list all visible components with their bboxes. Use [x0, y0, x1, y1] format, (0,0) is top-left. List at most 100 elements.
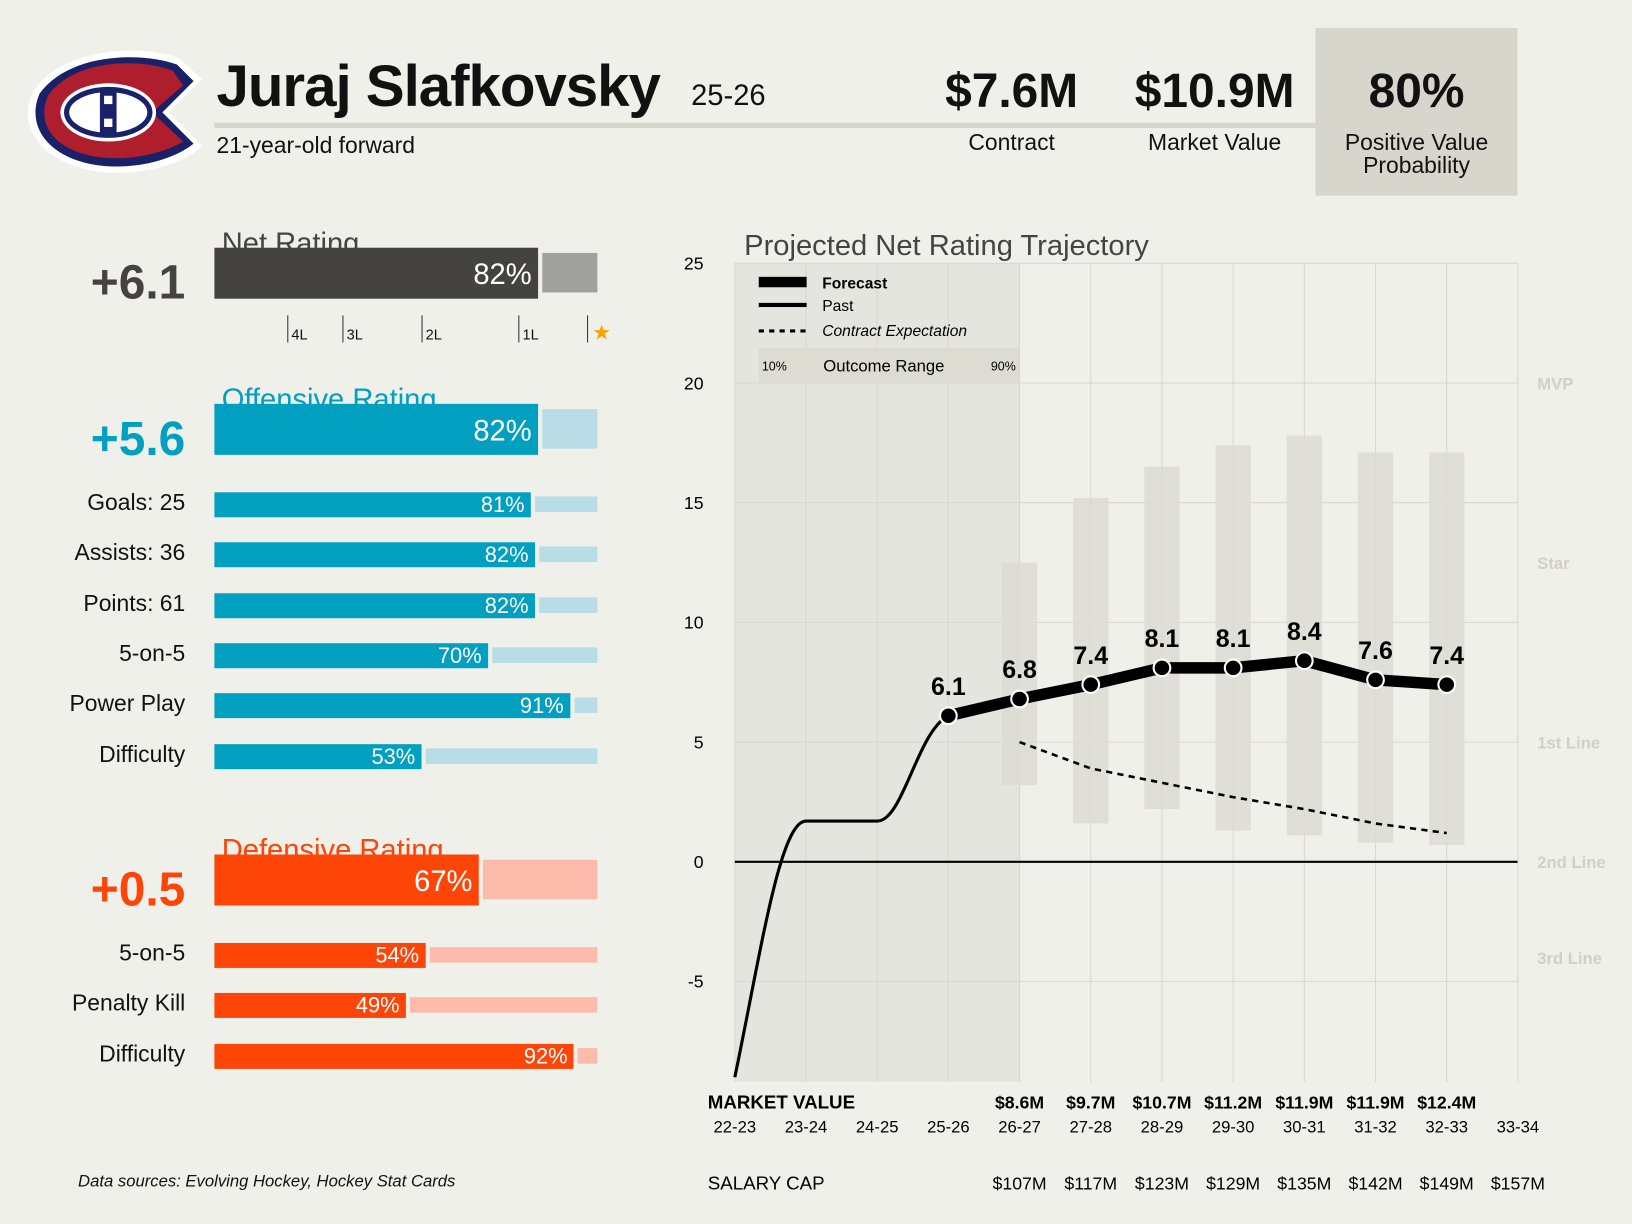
data-sources: Data sources: Evolving Hockey, Hockey St… — [78, 1172, 456, 1191]
legend-forecast: Forecast — [822, 275, 887, 292]
salary-cap: $149M — [1420, 1174, 1474, 1194]
salary-cap: $142M — [1348, 1174, 1402, 1194]
tier-label: 1st Line — [1537, 733, 1600, 752]
contract-label: Contract — [968, 129, 1055, 156]
contract-value: $7.6M — [945, 63, 1079, 118]
defense-bar: 67% — [214, 854, 479, 906]
forecast-label: 7.4 — [1073, 642, 1108, 670]
x-tick-label: 27-28 — [1069, 1117, 1112, 1136]
stat-label: Goals: 25 — [87, 489, 186, 516]
legend-past-swatch — [758, 302, 807, 308]
market-value: $12.4M — [1417, 1092, 1476, 1112]
market-value: $8.6M — [995, 1092, 1044, 1112]
y-tick-label: 20 — [684, 373, 704, 393]
x-tick-label: 26-27 — [998, 1117, 1041, 1136]
pvp-value: 80% — [1368, 63, 1465, 118]
forecast-label: 6.8 — [1002, 656, 1037, 684]
defense-value: +0.5 — [90, 861, 186, 916]
stat-label: Penalty Kill — [71, 990, 186, 1017]
stat-bar-remainder — [425, 747, 598, 764]
market-value-stat: $10.9M Market Value — [1121, 62, 1308, 154]
forecast-point — [939, 706, 958, 726]
forecast-point — [1010, 689, 1029, 709]
forecast-point — [1081, 675, 1101, 695]
x-tick-label: 22-23 — [714, 1117, 757, 1136]
outcome-range-bar — [1357, 452, 1394, 843]
player-subtitle: 21-year-old forward — [216, 132, 416, 159]
past-line — [733, 714, 950, 1078]
salary-cap: $117M — [1064, 1174, 1117, 1194]
stat-label: Assists: 36 — [74, 539, 186, 566]
x-tick-label: 23-24 — [785, 1117, 828, 1136]
stat-bar-remainder — [577, 1047, 598, 1064]
team-logo — [27, 50, 202, 173]
legend-forecast-swatch — [758, 276, 807, 288]
x-tick-label: 24-25 — [856, 1117, 899, 1136]
stat-bar: 81% — [214, 492, 531, 518]
outcome-range-bar — [1073, 497, 1109, 824]
x-tick-label: 25-26 — [927, 1117, 970, 1136]
market-value: $10.7M — [1132, 1092, 1191, 1112]
player-name: Juraj Slafkovsky — [216, 53, 660, 119]
stat-bar: 82% — [214, 592, 535, 618]
stat-bar: 91% — [214, 693, 570, 719]
y-tick-label: 10 — [684, 613, 704, 633]
stat-bar: 53% — [214, 743, 422, 769]
tier-tick: 2L — [421, 315, 442, 343]
market-value-value: $10.9M — [1134, 63, 1295, 118]
y-tick-label: 25 — [684, 254, 704, 274]
star-icon: ★ — [592, 321, 611, 345]
outcome-range-bar — [1001, 562, 1038, 786]
forecast-line — [947, 654, 1448, 722]
stat-bar-remainder — [535, 496, 598, 513]
x-tick-label: 33-34 — [1497, 1117, 1540, 1136]
forecast-point — [1294, 651, 1314, 671]
forecast-point — [1223, 658, 1243, 678]
outcome-range-bar — [1144, 466, 1180, 810]
forecast-label: 7.6 — [1358, 637, 1393, 665]
y-tick-label: 15 — [684, 493, 704, 513]
market-value-label: MARKET VALUE — [708, 1091, 855, 1112]
stat-bar: 92% — [214, 1043, 574, 1069]
contract-expectation-line — [1019, 740, 1447, 835]
legend-range: Outcome Range — [823, 357, 944, 376]
forecast-point — [1152, 658, 1172, 678]
stat-bar-remainder — [429, 947, 598, 963]
x-tick-label: 30-31 — [1283, 1117, 1326, 1136]
stat-bar-remainder — [409, 997, 598, 1014]
stat-bar: 49% — [214, 993, 406, 1019]
stat-label: Points: 61 — [83, 589, 186, 616]
forecast-label: 8.4 — [1287, 618, 1322, 646]
market-value: $9.7M — [1066, 1092, 1115, 1112]
stat-label: Power Play — [69, 690, 186, 717]
offense-bar-remainder — [542, 409, 598, 449]
tier-tick: 3L — [342, 315, 363, 343]
legend-contract: Contract Expectation — [822, 323, 967, 340]
season: 25-26 — [691, 79, 766, 112]
tier-label: MVP — [1537, 374, 1573, 393]
legend-past: Past — [822, 298, 854, 315]
market-value: $11.9M — [1347, 1092, 1405, 1112]
pvp-label-2: Probability — [1363, 151, 1470, 178]
positive-value-probability: 80% Positive Value Probability — [1315, 28, 1518, 196]
tier-label: Star — [1537, 554, 1570, 573]
tier-tick: 4L — [287, 315, 308, 343]
stat-label: Difficulty — [99, 1040, 186, 1067]
salary-cap: $135M — [1277, 1174, 1331, 1194]
stat-bar-remainder — [574, 697, 598, 714]
x-tick-label: 32-33 — [1425, 1117, 1468, 1136]
stat-bar: 82% — [214, 542, 535, 568]
y-tick-label: 0 — [694, 852, 704, 872]
chart-title: Projected Net Rating Trajectory — [744, 230, 1149, 262]
forecast-label: 7.4 — [1429, 642, 1464, 670]
offense-value: +5.6 — [90, 411, 186, 466]
net-bar-remainder — [542, 252, 598, 293]
forecast-point — [1366, 670, 1385, 690]
forecast-label: 8.1 — [1145, 625, 1180, 653]
stat-bar-remainder — [538, 596, 598, 613]
salary-cap: $157M — [1491, 1174, 1545, 1194]
stat-label: 5-on-5 — [119, 639, 186, 666]
forecast-point — [1437, 675, 1457, 695]
star-tick — [587, 315, 589, 343]
